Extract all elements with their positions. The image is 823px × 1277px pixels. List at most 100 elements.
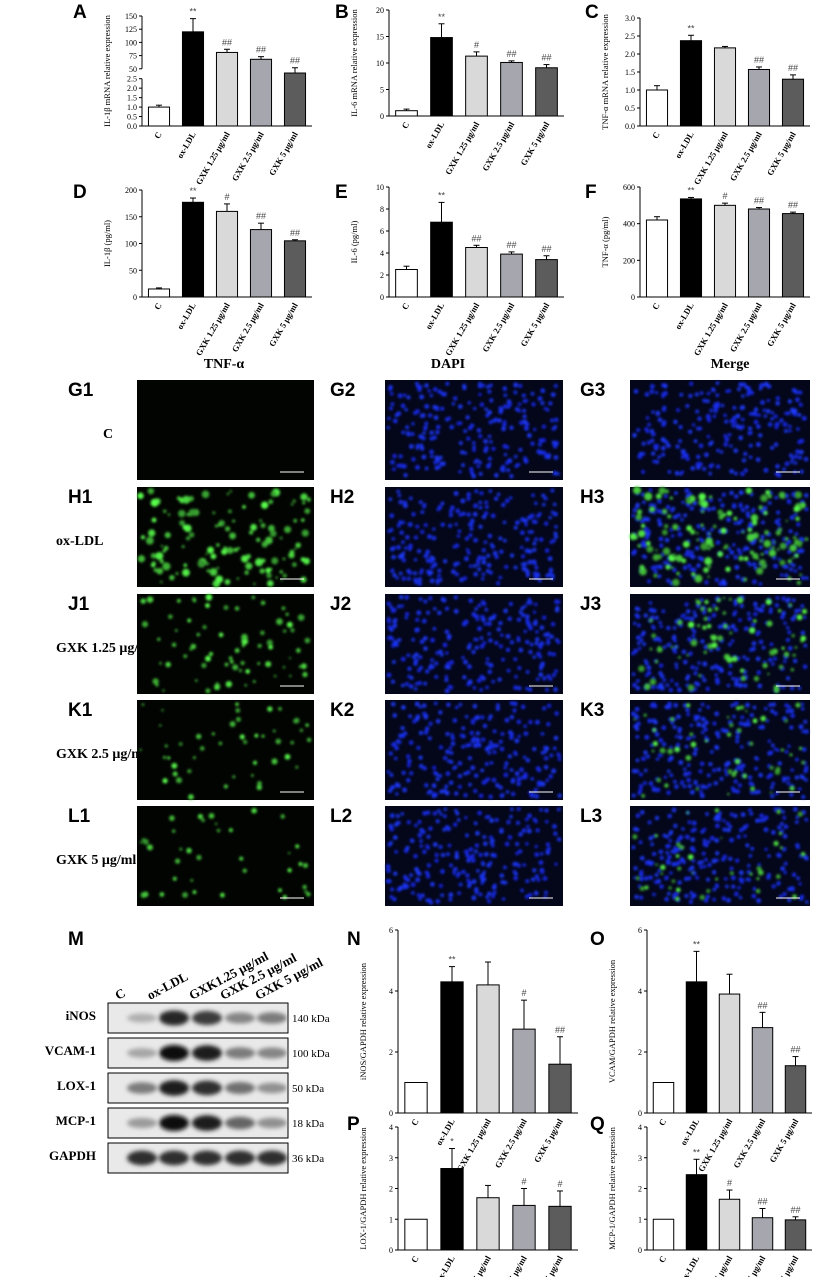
nucleus-dot [748,521,753,527]
nucleus-dot [543,496,548,501]
nucleus-dot [483,511,489,516]
nucleus-dot [793,454,799,459]
nucleus-dot [424,421,429,426]
green-spot [778,609,782,613]
nucleus-dot [401,576,407,581]
nucleus-dot [738,504,743,509]
nucleus-dot [499,406,504,412]
nucleus-dot [784,461,790,467]
nucleus-dot [761,604,766,608]
green-spot [761,563,768,569]
nucleus-dot [661,407,667,412]
nucleus-dot [470,738,476,744]
bar-e-2 [465,247,488,298]
nucleus-dot [516,635,521,640]
green-spot [196,632,200,637]
nucleus-dot [527,530,532,534]
nucleus-dot [791,457,795,461]
green-spot [188,794,194,800]
nucleus-dot [395,792,399,796]
nucleus-dot [778,894,783,899]
nucleus-dot [404,407,408,412]
green-spot [682,540,690,548]
nucleus-dot [416,893,421,897]
nucleus-dot [705,686,710,692]
panel-label-q: Q [590,1114,605,1135]
nucleus-dot [389,528,394,532]
green-spot [190,878,194,882]
nucleus-dot [749,790,755,795]
nucleus-dot [390,459,395,465]
nucleus-dot [656,508,661,513]
nucleus-dot [448,892,454,898]
green-spot [214,524,218,528]
bar-e-0 [395,269,418,298]
y-axis-label: TNF-α (pg/ml) [600,216,610,267]
nucleus-dot [417,388,422,393]
nucleus-dot [736,764,742,770]
nucleus-dot [638,783,644,789]
green-spot [672,523,679,530]
nucleus-dot [473,406,477,411]
green-spot [780,846,783,850]
y-tick-label: 2.5 [127,75,137,84]
nucleus-dot [414,823,418,828]
y-tick-label: 400 [623,220,635,229]
nucleus-dot [546,637,551,642]
significance-mark: ## [790,1045,800,1055]
nucleus-dot [732,502,736,507]
nucleus-dot [477,603,482,608]
nucleus-dot [689,723,694,728]
nucleus-dot [429,663,434,668]
nucleus-dot [651,624,655,629]
nucleus-dot [429,578,435,584]
y-tick-label: 2 [380,271,384,280]
nucleus-dot [759,813,764,818]
nucleus-dot [400,726,405,731]
nucleus-dot [653,569,658,574]
nucleus-dot [390,636,395,641]
nucleus-dot [638,455,642,459]
nucleus-dot [478,460,482,465]
green-spot [288,552,295,559]
nucleus-dot [656,636,661,641]
nucleus-dot [449,760,454,764]
nucleus-dot [547,556,553,561]
green-spot [795,516,800,522]
green-spot [678,656,681,659]
nucleus-dot [758,387,763,391]
nucleus-dot [732,714,736,719]
green-spot [271,557,279,565]
nucleus-dot [448,513,453,518]
nucleus-dot [712,897,716,902]
nucleus-dot [468,598,474,603]
nucleus-dot [633,389,639,394]
protein-label: GAPDH [49,1148,96,1163]
nucleus-dot [481,560,487,565]
nucleus-dot [445,381,450,386]
nucleus-dot [480,861,485,865]
nucleus-dot [722,897,727,901]
nucleus-dot [641,492,645,497]
nucleus-dot [494,554,499,560]
nucleus-dot [657,522,663,527]
nucleus-dot [489,398,494,403]
nucleus-dot [451,569,456,574]
nucleus-dot [515,820,520,825]
green-spot [745,487,753,494]
nucleus-dot [524,817,529,822]
nucleus-dot [419,665,423,670]
green-spot [751,520,758,526]
nucleus-dot [738,490,744,495]
nucleus-dot [671,807,677,813]
nucleus-dot [548,774,553,779]
nucleus-dot [386,619,392,624]
green-spot [703,616,708,621]
nucleus-dot [525,758,530,763]
green-spot [717,509,724,516]
nucleus-dot [404,616,408,620]
bar-f-1 [679,198,703,298]
nucleus-dot [769,607,773,612]
y-tick-label: 3.0 [625,14,635,23]
nucleus-dot [643,516,648,522]
